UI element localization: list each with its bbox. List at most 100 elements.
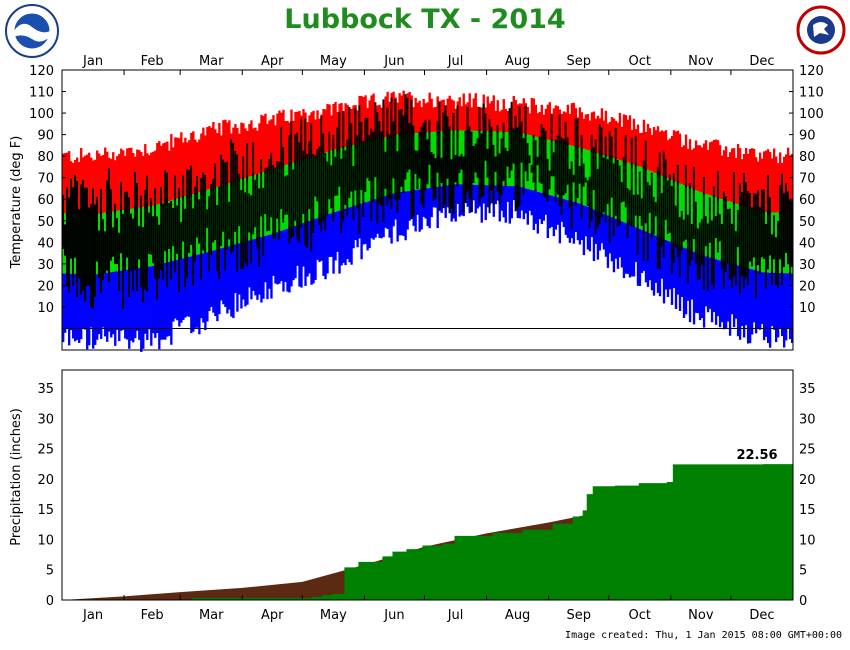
- record-high-bar: [552, 108, 556, 142]
- record-high-bar: [284, 121, 287, 166]
- observed-temperature-bar: [646, 182, 649, 261]
- observed-temperature-bar: [556, 135, 559, 195]
- observed-temperature-bar: [284, 176, 287, 215]
- observed-temperature-bar: [758, 207, 761, 275]
- record-high-bar: [282, 109, 285, 166]
- observed-temperature-bar: [270, 152, 273, 218]
- observed-temperature-bar: [618, 165, 621, 226]
- month-label-bottom: Mar: [199, 608, 224, 623]
- observed-temperature-bar: [174, 175, 177, 273]
- record-low-bar: [710, 258, 714, 323]
- observed-temperature-bar: [396, 151, 399, 213]
- record-high-bar: [528, 113, 531, 136]
- observed-temperature-bar: [420, 126, 423, 204]
- observed-temperature-bar: [254, 179, 257, 228]
- record-low-bar: [660, 238, 664, 279]
- record-low-bar: [724, 262, 728, 329]
- record-high-bar: [476, 106, 479, 132]
- record-low-bar: [666, 240, 670, 297]
- observed-temperature-bar: [256, 173, 259, 249]
- record-high-bar: [588, 120, 592, 151]
- observed-temperature-bar: [410, 99, 413, 219]
- record-low-bar: [192, 255, 195, 332]
- month-label-top: Feb: [141, 54, 164, 69]
- record-low-bar: [390, 194, 393, 244]
- observed-temperature-bar: [564, 121, 567, 194]
- record-high-bar: [298, 110, 301, 161]
- record-low-bar: [786, 273, 790, 329]
- observed-temperature-bar: [302, 150, 305, 214]
- observed-temperature-bar: [690, 223, 693, 260]
- record-low-bar: [580, 204, 584, 241]
- observed-temperature-bar: [394, 99, 397, 200]
- observed-temperature-bar: [74, 174, 76, 258]
- record-low-bar: [562, 199, 566, 228]
- observed-temperature-bar: [228, 201, 231, 240]
- observed-temperature-bar: [158, 224, 161, 279]
- precipitation-tick-label-right: 15: [799, 503, 816, 518]
- observed-temperature-bar: [752, 192, 755, 258]
- record-low-bar: [402, 191, 405, 237]
- record-high-bar: [756, 161, 760, 211]
- observed-temperature-bar: [538, 136, 541, 183]
- record-high-bar: [188, 140, 191, 196]
- observed-temperature-bar: [76, 180, 78, 298]
- observed-temperature-bar: [706, 223, 709, 291]
- record-high-bar: [226, 122, 229, 184]
- observed-temperature-bar: [398, 109, 401, 200]
- temperature-tick-label-right: 100: [799, 107, 824, 122]
- observed-temperature-bar: [290, 121, 293, 239]
- normal-range-bar: [682, 185, 686, 248]
- record-low-bar: [224, 247, 227, 307]
- record-low-bar: [72, 273, 75, 339]
- observed-temperature-bar: [122, 213, 125, 309]
- observed-temperature-bar: [740, 192, 743, 277]
- record-low-bar: [602, 213, 606, 250]
- record-low-bar: [780, 273, 784, 337]
- observed-temperature-bar: [312, 153, 315, 233]
- observed-temperature-bar: [738, 183, 741, 294]
- observed-temperature-bar: [436, 121, 439, 173]
- record-low-bar: [94, 274, 97, 345]
- observed-temperature-bar: [350, 123, 353, 192]
- observed-temperature-bar: [606, 159, 609, 205]
- record-low-bar: [420, 189, 423, 230]
- record-high-bar: [224, 119, 227, 185]
- observed-temperature-bar: [268, 159, 271, 231]
- record-low-bar: [522, 187, 525, 220]
- record-low-bar: [270, 234, 273, 299]
- record-high-bar: [568, 114, 572, 146]
- observed-temperature-bar: [392, 121, 395, 179]
- observed-temperature-bar: [126, 191, 129, 258]
- observed-temperature-bar: [576, 118, 579, 199]
- observed-temperature-bar: [424, 119, 427, 191]
- record-low-bar: [180, 258, 183, 323]
- record-low-bar: [356, 204, 359, 248]
- observed-temperature-bar: [432, 153, 435, 202]
- observed-temperature-bar: [494, 156, 497, 172]
- record-high-bar: [698, 145, 702, 192]
- month-label-top: Nov: [688, 54, 714, 69]
- normal-range-bar: [690, 188, 694, 251]
- record-high-bar: [446, 98, 449, 131]
- record-high-bar: [454, 108, 457, 131]
- record-high-bar: [190, 132, 193, 195]
- observed-temperature-bar: [406, 97, 409, 173]
- observed-temperature-bar: [546, 158, 549, 202]
- record-high-bar: [760, 158, 764, 212]
- record-high-bar: [434, 107, 437, 132]
- observed-temperature-bar: [414, 150, 417, 174]
- record-high-bar: [594, 118, 598, 153]
- observed-temperature-bar: [778, 185, 781, 260]
- record-high-bar: [184, 137, 187, 197]
- observed-temperature-bar: [170, 201, 173, 280]
- observed-temperature-bar: [624, 135, 627, 208]
- record-high-bar: [716, 140, 720, 198]
- record-high-bar: [352, 105, 355, 145]
- record-low-bar: [294, 225, 297, 279]
- precipitation-tick-label-right: 35: [799, 382, 816, 397]
- record-low-bar: [164, 262, 167, 340]
- observed-temperature-bar: [382, 99, 385, 223]
- record-high-bar: [770, 158, 774, 213]
- observed-temperature-bar: [596, 168, 599, 228]
